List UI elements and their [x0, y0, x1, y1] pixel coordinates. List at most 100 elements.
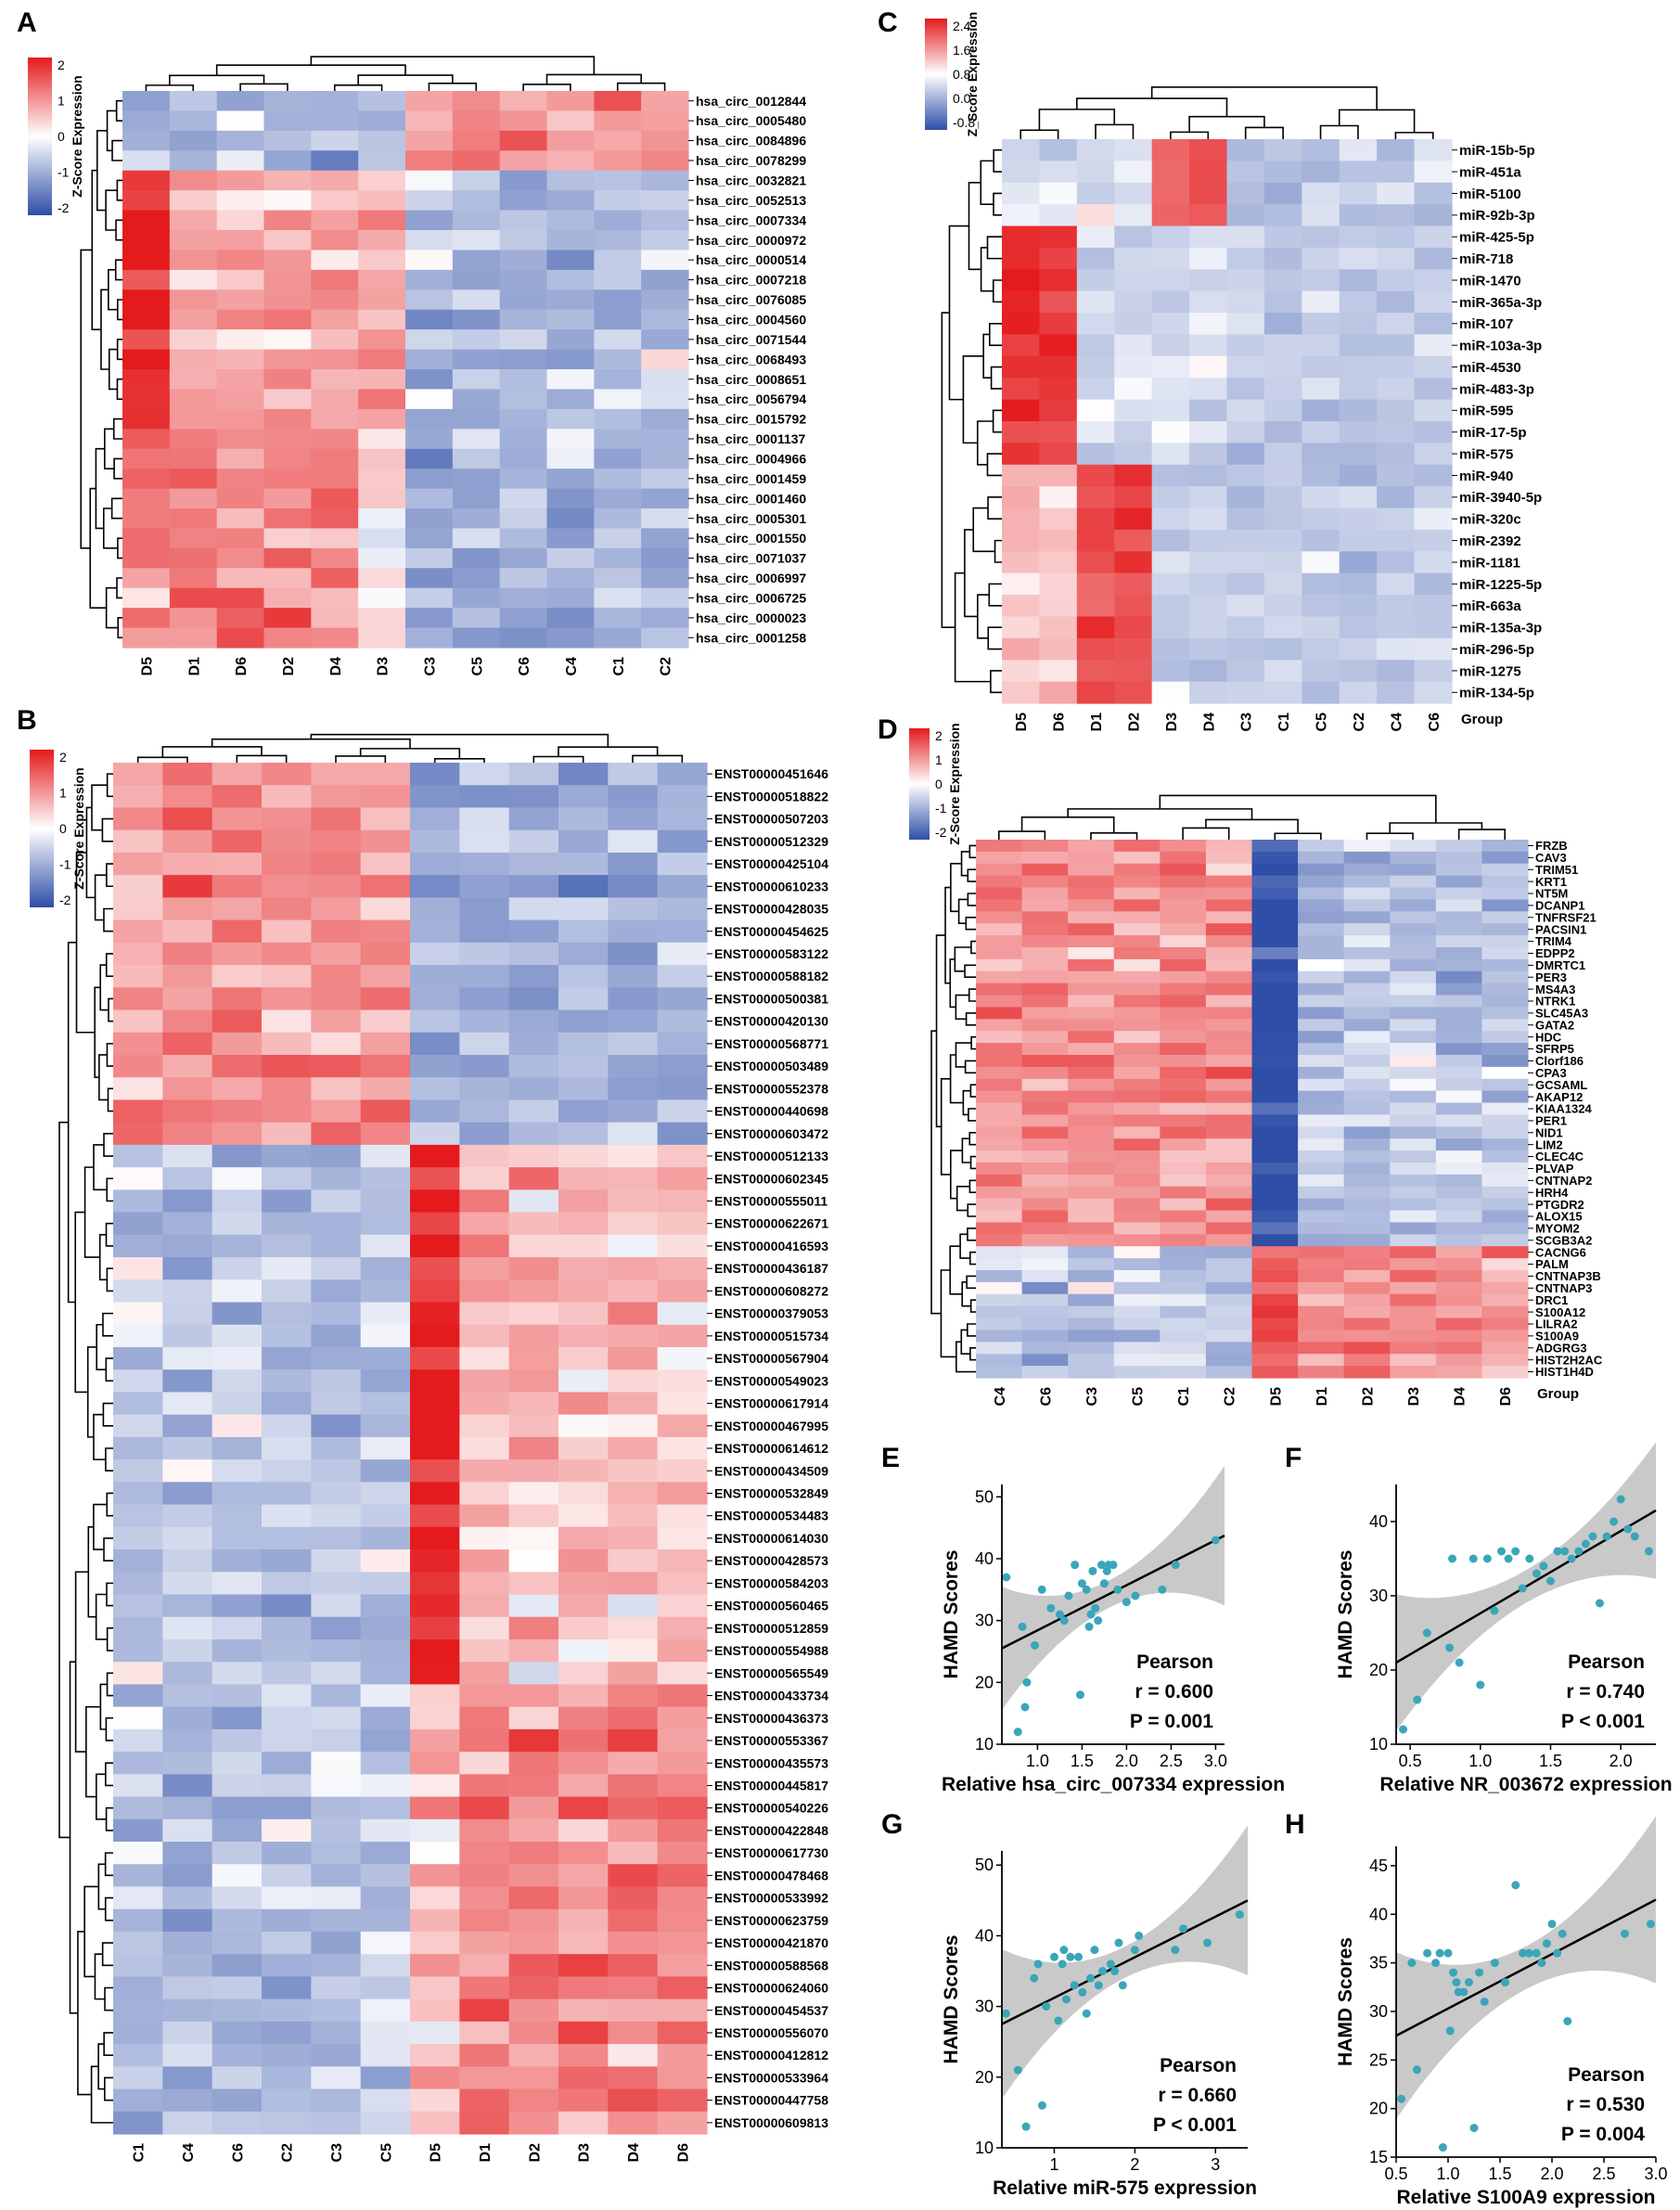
heatmap-b-cell: [508, 1728, 559, 1753]
heatmap-a-cell: [499, 587, 548, 609]
heatmap-c-cell: [1151, 681, 1190, 704]
heatmap-c-cell: [1189, 204, 1228, 227]
heatmap-b-row-label: ENST00000512859: [714, 1621, 828, 1636]
heatmap-b-cell: [558, 1662, 609, 1686]
heatmap-d-row-label: HDC: [1535, 1030, 1562, 1044]
heatmap-d-cell: [1068, 1270, 1115, 1283]
heatmap-b-cell: [558, 1392, 609, 1416]
heatmap-d-cell: [1435, 1342, 1483, 1355]
heatmap-c-row-label: miR-107: [1459, 316, 1513, 332]
heatmap-b-cell: [608, 1504, 659, 1528]
heatmap-d-cell: [1435, 1126, 1483, 1139]
heatmap-b-cell: [508, 1998, 559, 2023]
heatmap-a-row-labels: hsa_circ_0012844hsa_circ_0005480hsa_circ…: [688, 94, 806, 645]
scatter-g-point: [1033, 1959, 1043, 1969]
heatmap-a-cell: [499, 230, 548, 251]
heatmap-b-cell: [657, 2066, 708, 2090]
heatmap-d-cell: [1021, 1246, 1069, 1259]
heatmap-a-row-dendrogram-branch: [91, 169, 101, 330]
heatmap-d-row-dendrogram-branch: [965, 916, 976, 931]
heatmap-c-legend-tick: -0.8: [953, 115, 975, 130]
heatmap-d-cell: [1298, 1222, 1345, 1235]
heatmap-b-cell: [113, 1414, 163, 1438]
heatmap-a-row-dendrogram-branch: [115, 219, 122, 241]
heatmap-b-row-label: ENST00000614030: [714, 1531, 828, 1546]
heatmap-c-cell: [1039, 182, 1078, 205]
heatmap-c-cell: [1076, 595, 1115, 618]
heatmap-b-cell: [311, 1392, 362, 1416]
scatter-h-point: [1469, 2124, 1479, 2133]
heatmap-b-cell: [212, 1931, 263, 1955]
heatmap-d-row-label: PTGDR2: [1535, 1198, 1584, 1212]
heatmap-b-cell: [212, 1032, 263, 1056]
heatmap-c-cell: [1189, 378, 1228, 401]
heatmap-d-cell: [1390, 1281, 1437, 1295]
heatmap-d-cell: [1021, 1210, 1069, 1224]
heatmap-d-cell: [1068, 1126, 1115, 1139]
heatmap-a-cell: [594, 408, 642, 430]
heatmap-a-cell: [311, 528, 359, 549]
heatmap-b-cell: [360, 763, 411, 786]
heatmap-b-row-dendrogram-branch: [104, 1986, 113, 2011]
heatmap-b-cell: [459, 2021, 510, 2045]
heatmap-b-cell: [608, 1324, 659, 1348]
heatmap-d-cell: [1021, 911, 1069, 924]
heatmap-d-cell: [1113, 840, 1161, 853]
heatmap-d-cell: [976, 887, 1023, 901]
heatmap-d-cell: [1205, 1270, 1253, 1283]
heatmap-d-cell: [1481, 983, 1529, 996]
heatmap-d-cell: [1021, 840, 1069, 853]
heatmap-b-cell: [162, 1706, 213, 1730]
heatmap-d-cell: [1251, 1138, 1299, 1151]
heatmap-b-cell: [608, 1436, 659, 1460]
heatmap-b-row-label: ENST00000549023: [714, 1373, 828, 1388]
heatmap-b-row-label: ENST00000412812: [714, 2048, 828, 2062]
heatmap-a-cell: [499, 528, 548, 549]
heatmap-c-cell: [1226, 161, 1265, 184]
heatmap-c-cell: [1189, 443, 1228, 466]
heatmap-d-cell: [1160, 958, 1207, 972]
heatmap-c-cell: [1414, 637, 1453, 661]
heatmap-d-cell: [1298, 840, 1345, 853]
heatmap-b-cell: [262, 965, 312, 988]
heatmap-d-cell: [1021, 1186, 1069, 1200]
heatmap-b-cell: [410, 1549, 460, 1573]
heatmap-b-cells: [113, 763, 708, 2135]
heatmap-d-row-label: PACSIN1: [1535, 922, 1586, 936]
heatmap-a-cell: [263, 130, 312, 151]
scatter-h-point: [1537, 1959, 1546, 1968]
heatmap-d-cell: [976, 1366, 1023, 1379]
scatter-e-p-value: P = 0.001: [1130, 1711, 1213, 1732]
heatmap-a-row-label: hsa_circ_0076085: [696, 292, 806, 307]
heatmap-b-cell: [162, 1054, 213, 1078]
heatmap-b-cell: [459, 2111, 510, 2135]
heatmap-b-cell: [212, 919, 263, 944]
heatmap-b-cell: [459, 1144, 510, 1168]
heatmap-b-cell: [113, 1662, 163, 1686]
heatmap-b-cell: [212, 1706, 263, 1730]
heatmap-b-cell: [113, 1212, 163, 1236]
heatmap-a-cell: [169, 469, 218, 490]
heatmap-d-cell: [1021, 1222, 1069, 1235]
heatmap-c-row-label: miR-135a-3p: [1459, 621, 1542, 636]
heatmap-c-col-label: C2: [1352, 713, 1367, 732]
heatmap-b-cell: [360, 1212, 411, 1236]
heatmap-a-legend-tick: 0: [58, 129, 65, 144]
heatmap-a-cell: [263, 210, 312, 231]
heatmap-b-cell: [162, 2021, 213, 2045]
heatmap-c-cell: [1114, 508, 1153, 531]
heatmap-b-cell: [459, 1369, 510, 1394]
scatter-g-y-tick-label: 10: [975, 2139, 994, 2157]
heatmap-a-cell: [499, 269, 548, 290]
heatmap-b-cell: [311, 1638, 362, 1663]
heatmap-d-cell: [1390, 1007, 1437, 1020]
heatmap-d-cell: [1481, 1330, 1529, 1343]
heatmap-b-cell: [262, 1998, 312, 2023]
heatmap-a-row-label: hsa_circ_0005301: [696, 511, 806, 526]
heatmap-a-cell: [641, 349, 689, 370]
heatmap-d-cell: [1481, 1174, 1529, 1188]
heatmap-c-cell: [1263, 139, 1302, 161]
heatmap-d-cell: [1160, 863, 1207, 877]
heatmap-b-col-label: D3: [577, 2143, 593, 2163]
heatmap-a-cell: [499, 170, 548, 191]
